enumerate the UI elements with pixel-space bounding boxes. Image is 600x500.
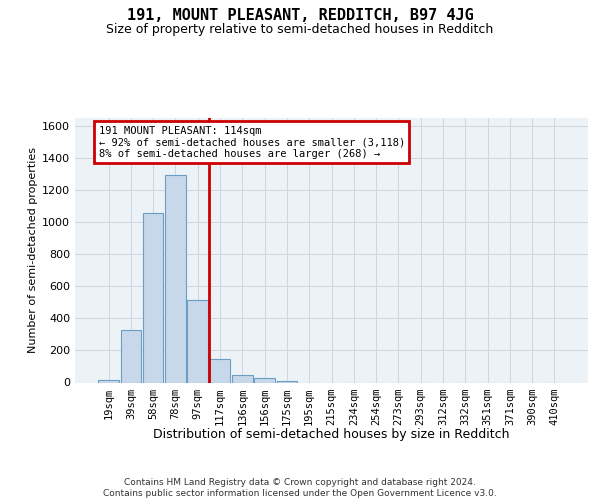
Bar bbox=[254, 378, 275, 382]
Y-axis label: Number of semi-detached properties: Number of semi-detached properties bbox=[28, 147, 38, 353]
Bar bbox=[121, 330, 141, 382]
Bar bbox=[277, 380, 297, 382]
Bar bbox=[143, 213, 163, 382]
Text: Size of property relative to semi-detached houses in Redditch: Size of property relative to semi-detach… bbox=[106, 22, 494, 36]
Bar bbox=[210, 358, 230, 382]
Text: 191, MOUNT PLEASANT, REDDITCH, B97 4JG: 191, MOUNT PLEASANT, REDDITCH, B97 4JG bbox=[127, 8, 473, 22]
Bar bbox=[232, 376, 253, 382]
Bar bbox=[165, 176, 186, 382]
X-axis label: Distribution of semi-detached houses by size in Redditch: Distribution of semi-detached houses by … bbox=[153, 428, 510, 440]
Text: 191 MOUNT PLEASANT: 114sqm
← 92% of semi-detached houses are smaller (3,118)
8% : 191 MOUNT PLEASANT: 114sqm ← 92% of semi… bbox=[98, 126, 405, 158]
Text: Contains HM Land Registry data © Crown copyright and database right 2024.
Contai: Contains HM Land Registry data © Crown c… bbox=[103, 478, 497, 498]
Bar bbox=[98, 380, 119, 382]
Bar bbox=[187, 300, 208, 382]
